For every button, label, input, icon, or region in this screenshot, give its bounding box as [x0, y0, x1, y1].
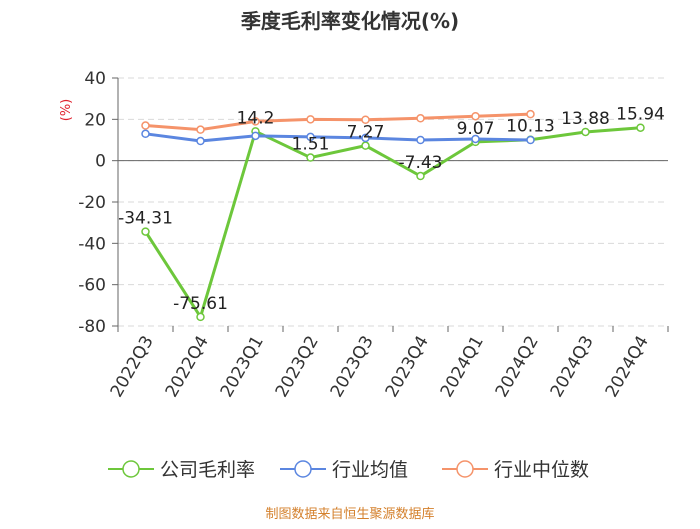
legend-item[interactable]: 行业中位数: [442, 459, 589, 481]
data-label: 1.51: [292, 135, 330, 155]
legend-label: 公司毛利率: [160, 459, 255, 481]
x-tick-label: 2024Q3: [547, 333, 598, 401]
x-tick-label: 2024Q1: [437, 333, 488, 401]
legend-label: 行业中位数: [494, 459, 589, 481]
series-point: [306, 153, 315, 162]
data-label: -7.43: [399, 153, 443, 173]
data-label: -75.61: [173, 294, 228, 314]
x-tick-label: 2022Q3: [107, 333, 158, 401]
x-tick-label: 2022Q4: [162, 333, 213, 401]
data-label: 10.13: [506, 117, 555, 137]
x-tick-label: 2024Q4: [602, 333, 653, 401]
data-label: -34.31: [118, 209, 173, 229]
series-point: [361, 141, 370, 150]
legend[interactable]: 公司毛利率 行业均值 行业中位数: [108, 459, 589, 481]
chart-title: 季度毛利率变化情况(%): [240, 9, 459, 33]
series-line: [145, 112, 531, 132]
x-tick-label: 2024Q2: [492, 333, 543, 401]
source-note: 制图数据来自恒生聚源数据库: [265, 506, 434, 522]
series-point: [196, 125, 205, 134]
series-point: [416, 171, 425, 181]
legend-item[interactable]: 行业均值: [280, 459, 408, 481]
series-point: [581, 127, 590, 137]
series-point: [306, 132, 315, 142]
data-label: 9.07: [457, 119, 495, 139]
series-point: [526, 135, 535, 145]
series-point: [251, 117, 260, 126]
series-point: [141, 121, 150, 130]
legend-marker: [122, 460, 140, 478]
series-line: [144, 126, 641, 321]
series-line: [145, 132, 531, 143]
series-point: [636, 123, 645, 132]
y-tick-label: 20: [84, 110, 106, 130]
series-point: [361, 133, 370, 143]
y-tick-label: -60: [78, 276, 106, 296]
series-point: [141, 129, 150, 139]
x-tick-label: 2023Q1: [217, 333, 268, 401]
y-tick-label: 40: [84, 69, 106, 89]
y-tick-label: -80: [78, 317, 106, 337]
data-label: 15.94: [616, 105, 665, 125]
legend-marker: [294, 460, 312, 478]
x-tick-label: 2023Q2: [272, 333, 323, 401]
series-point: [251, 131, 260, 141]
series-point: [141, 227, 150, 236]
y-tick-label: 0: [95, 152, 106, 172]
data-label: 13.88: [561, 109, 610, 129]
series-point: [416, 135, 425, 145]
series-point: [196, 312, 205, 322]
series-layer: [141, 109, 645, 322]
label-layer: -34.31 -75.61 14.2 1.51 7.27 -7.43 9.07 10.13 13…: [118, 105, 665, 314]
series-point: [471, 134, 480, 144]
y-axis-label: (%): [59, 99, 74, 122]
series-point: [196, 136, 205, 146]
y-tick-label: -40: [78, 234, 106, 254]
series-point: [471, 111, 480, 121]
x-tick-label: 2023Q4: [382, 333, 433, 401]
series-point: [416, 114, 425, 123]
legend-item[interactable]: 公司毛利率: [108, 459, 255, 481]
x-tick-label: 2023Q3: [327, 333, 378, 401]
data-label: 7.27: [347, 123, 385, 143]
legend-label: 行业均值: [332, 459, 408, 481]
series-point: [306, 115, 315, 124]
series-point: [361, 115, 370, 124]
legend-marker: [456, 460, 474, 478]
y-tick-label: -20: [78, 193, 106, 213]
data-label: 14.2: [237, 108, 275, 128]
series-point: [526, 109, 535, 119]
